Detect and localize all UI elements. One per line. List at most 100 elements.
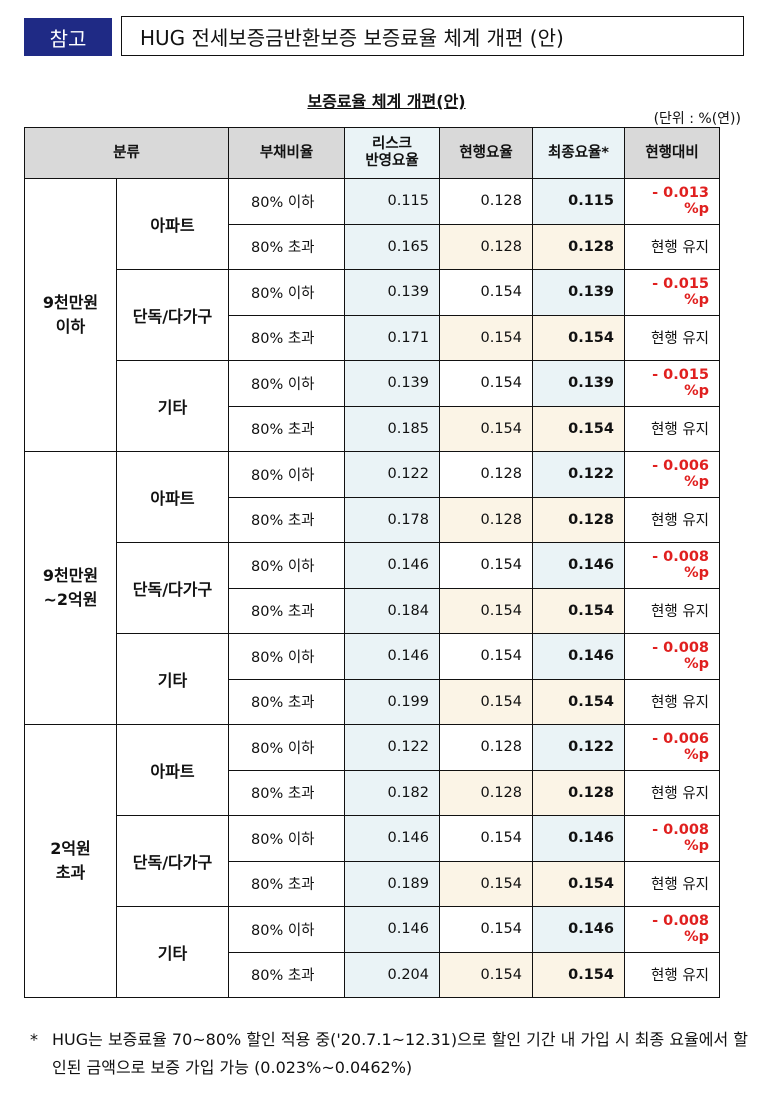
risk-rate-cell: 0.165 bbox=[344, 223, 440, 270]
table-row: 9천만원 이하 아파트 80% 이하 0.115 0.128 0.115- 0.013 %… bbox=[24, 178, 720, 452]
current-rate-cell: 0.128 bbox=[439, 178, 533, 225]
price-group-label: 9천만원 ~2억원 bbox=[24, 451, 117, 725]
table-row: 기타 80% 이하 0.139 0.154 0.139- 0.015 %p bbox=[25, 360, 720, 452]
debt-ratio-cell: 80% 초과 bbox=[228, 223, 345, 270]
current-rate-cell: 0.154 bbox=[439, 405, 533, 452]
diff-cell: 현행 유지 bbox=[624, 496, 720, 543]
header-vs-current: 현행대비 bbox=[624, 127, 720, 179]
risk-rate-cell: 0.146 bbox=[344, 633, 440, 680]
final-rate-cell: 0.154 bbox=[532, 951, 625, 998]
current-rate-cell: 0.154 bbox=[439, 360, 533, 407]
header-category: 분류 bbox=[24, 127, 229, 179]
risk-rate-cell: 0.122 bbox=[344, 451, 440, 498]
risk-rate-cell: 0.171 bbox=[344, 314, 440, 361]
housing-type-label: 단독/다가구 bbox=[116, 542, 229, 634]
diff-cell: - 0.015 %p bbox=[624, 360, 720, 407]
diff-cell: 현행 유지 bbox=[624, 405, 720, 452]
diff-cell: - 0.006 %p bbox=[624, 724, 720, 771]
table-row: 기타 80% 이하 0.146 0.154 0.146- 0.008 %p bbox=[25, 633, 720, 725]
diff-cell: - 0.008 %p bbox=[624, 633, 720, 680]
current-rate-cell: 0.154 bbox=[439, 906, 533, 953]
housing-type-label: 아파트 bbox=[116, 451, 229, 543]
final-rate-cell: 0.154 bbox=[532, 678, 625, 725]
risk-rate-cell: 0.146 bbox=[344, 542, 440, 589]
final-rate-cell: 0.154 bbox=[532, 860, 625, 907]
debt-ratio-cell: 80% 이하 bbox=[228, 451, 345, 498]
debt-ratio-cell: 80% 이하 bbox=[228, 542, 345, 589]
current-rate-cell: 0.154 bbox=[439, 633, 533, 680]
housing-type-label: 기타 bbox=[116, 360, 229, 452]
current-rate-cell: 0.154 bbox=[439, 269, 533, 316]
diff-cell: - 0.013 %p bbox=[624, 178, 720, 225]
diff-cell: 현행 유지 bbox=[624, 678, 720, 725]
debt-ratio-cell: 80% 이하 bbox=[228, 633, 345, 680]
debt-ratio-cell: 80% 이하 bbox=[228, 178, 345, 225]
table-row: 2억원 초과 아파트 80% 이하 0.122 0.128 0.122- 0.006 %p bbox=[24, 724, 720, 998]
table-row: 단독/다가구 80% 이하 0.146 0.154 0.146- 0.008 %p bbox=[25, 542, 720, 634]
header-debt-ratio: 부채비율 bbox=[228, 127, 345, 179]
current-rate-cell: 0.154 bbox=[439, 587, 533, 634]
housing-type-label: 단독/다가구 bbox=[116, 815, 229, 907]
header-risk-rate: 리스크 반영요율 bbox=[344, 127, 440, 179]
diff-cell: 현행 유지 bbox=[624, 951, 720, 998]
final-rate-cell: 0.115 bbox=[532, 178, 625, 225]
diff-cell: 현행 유지 bbox=[624, 587, 720, 634]
header-current-rate: 현행요율 bbox=[439, 127, 533, 179]
debt-ratio-cell: 80% 초과 bbox=[228, 314, 345, 361]
final-rate-cell: 0.128 bbox=[532, 769, 625, 816]
final-rate-cell: 0.128 bbox=[532, 223, 625, 270]
final-rate-cell: 0.139 bbox=[532, 269, 625, 316]
current-rate-cell: 0.154 bbox=[439, 314, 533, 361]
table-row: 단독/다가구 80% 이하 0.146 0.154 0.146- 0.008 %p bbox=[25, 815, 720, 907]
final-rate-cell: 0.122 bbox=[532, 724, 625, 771]
risk-rate-cell: 0.115 bbox=[344, 178, 440, 225]
current-rate-cell: 0.128 bbox=[439, 223, 533, 270]
risk-rate-cell: 0.146 bbox=[344, 906, 440, 953]
rate-table: 분류 부채비율 리스크 반영요율 현행요율 최종요율* 현행대비 9천만원 이하… bbox=[24, 127, 720, 998]
debt-ratio-cell: 80% 초과 bbox=[228, 496, 345, 543]
diff-cell: - 0.006 %p bbox=[624, 451, 720, 498]
diff-cell: 현행 유지 bbox=[624, 769, 720, 816]
footnote-marker: * bbox=[30, 1030, 38, 1049]
housing-type-label: 아파트 bbox=[116, 724, 229, 816]
final-rate-cell: 0.154 bbox=[532, 314, 625, 361]
final-rate-cell: 0.154 bbox=[532, 587, 625, 634]
debt-ratio-cell: 80% 초과 bbox=[228, 769, 345, 816]
final-rate-cell: 0.146 bbox=[532, 906, 625, 953]
final-rate-cell: 0.146 bbox=[532, 633, 625, 680]
housing-type-label: 기타 bbox=[116, 633, 229, 725]
table-title: 보증료율 체계 개편(안) bbox=[307, 92, 466, 111]
final-rate-cell: 0.154 bbox=[532, 405, 625, 452]
diff-cell: 현행 유지 bbox=[624, 860, 720, 907]
current-rate-cell: 0.154 bbox=[439, 951, 533, 998]
final-rate-cell: 0.146 bbox=[532, 542, 625, 589]
final-rate-cell: 0.139 bbox=[532, 360, 625, 407]
debt-ratio-cell: 80% 초과 bbox=[228, 860, 345, 907]
current-rate-cell: 0.128 bbox=[439, 724, 533, 771]
table-row: 80% 초과 0.182 0.128 0.128 현행 유지 bbox=[25, 769, 720, 816]
document-title: HUG 전세보증금반환보증 보증료율 체계 개편 (안) bbox=[121, 16, 744, 56]
current-rate-cell: 0.154 bbox=[439, 678, 533, 725]
risk-rate-cell: 0.182 bbox=[344, 769, 440, 816]
footnote: * HUG는 보증료율 70~80% 할인 적용 중('20.7.1~12.31… bbox=[30, 1026, 750, 1082]
table-row: 9천만원 ~2억원 아파트 80% 이하 0.122 0.128 0.122- 0.006… bbox=[24, 451, 720, 725]
risk-rate-cell: 0.189 bbox=[344, 860, 440, 907]
final-rate-cell: 0.146 bbox=[532, 815, 625, 862]
diff-cell: - 0.008 %p bbox=[624, 815, 720, 862]
diff-cell: 현행 유지 bbox=[624, 223, 720, 270]
risk-rate-cell: 0.122 bbox=[344, 724, 440, 771]
table-row: 80% 초과 0.204 0.154 0.154 현행 유지 bbox=[25, 951, 720, 998]
unit-label: (단위 : %(연)) bbox=[653, 111, 741, 127]
footnote-text: HUG는 보증료율 70~80% 할인 적용 중('20.7.1~12.31)으… bbox=[52, 1030, 749, 1077]
current-rate-cell: 0.128 bbox=[439, 496, 533, 543]
risk-rate-cell: 0.146 bbox=[344, 815, 440, 862]
debt-ratio-cell: 80% 초과 bbox=[228, 951, 345, 998]
housing-type-label: 아파트 bbox=[116, 178, 229, 270]
debt-ratio-cell: 80% 이하 bbox=[228, 906, 345, 953]
debt-ratio-cell: 80% 초과 bbox=[228, 405, 345, 452]
debt-ratio-cell: 80% 이하 bbox=[228, 360, 345, 407]
table-row: 80% 초과 0.165 0.128 0.128 현행 유지 bbox=[25, 223, 720, 270]
price-group-label: 2억원 초과 bbox=[24, 724, 117, 998]
table-row: 80% 초과 0.185 0.154 0.154 현행 유지 bbox=[25, 405, 720, 452]
risk-rate-cell: 0.139 bbox=[344, 360, 440, 407]
